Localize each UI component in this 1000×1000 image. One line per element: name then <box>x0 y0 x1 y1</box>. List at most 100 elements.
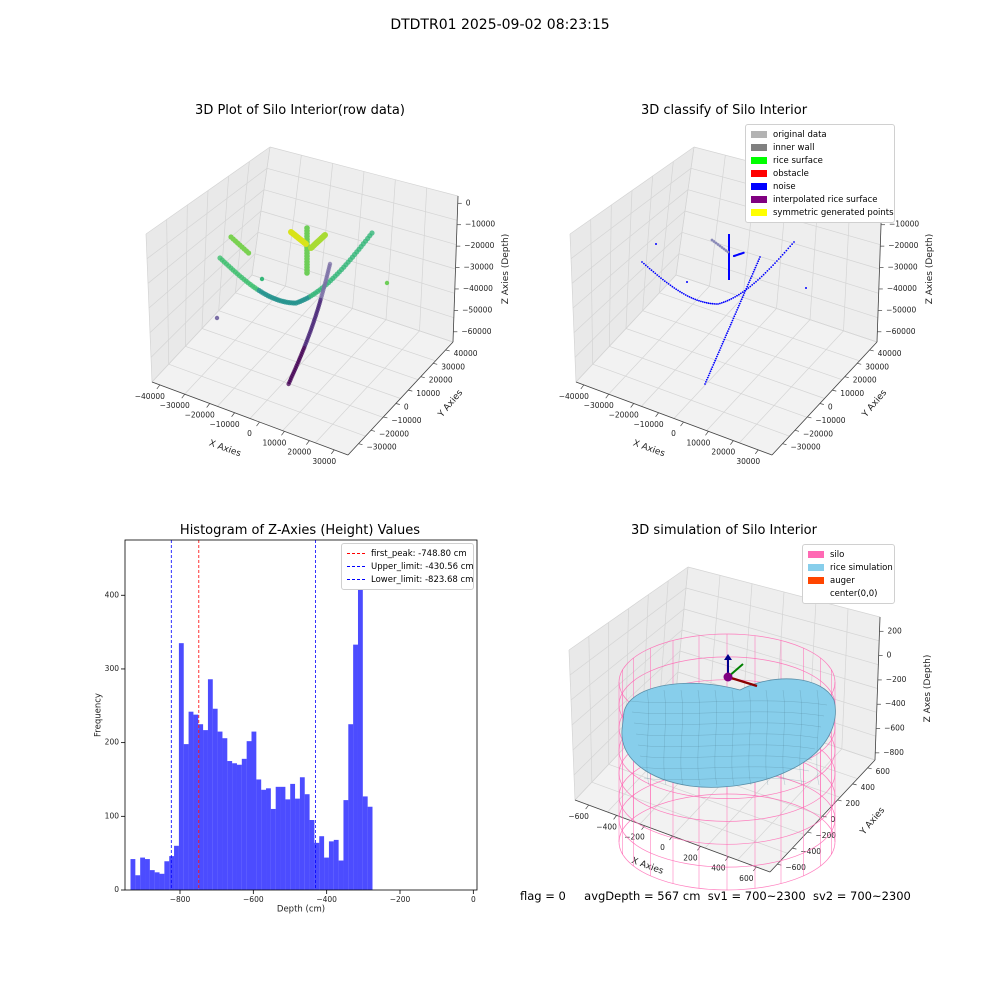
histogram-bar <box>164 861 170 890</box>
noise-point <box>805 287 807 289</box>
x-axis-label: X Axies <box>631 439 666 460</box>
original-point <box>718 244 722 248</box>
grid-line <box>675 274 878 343</box>
z-tick-label: −50000 <box>886 305 916 314</box>
grid-line <box>251 146 271 276</box>
legend-item: interpolated rice surface <box>751 193 889 206</box>
noise-point <box>746 285 749 288</box>
histogram-bar <box>212 708 218 890</box>
noise-point <box>704 383 706 385</box>
x-tick-label: −200 <box>624 833 645 842</box>
noise-point <box>675 288 678 291</box>
legend-swatch <box>751 170 767 177</box>
z-tick-label: −10000 <box>465 220 495 229</box>
rice-mesh-line <box>782 689 786 786</box>
noise-point <box>727 330 729 332</box>
legend-item: rice simulation <box>808 561 893 574</box>
histogram-bar <box>343 800 349 890</box>
y-tick-label: 10000 <box>840 389 864 398</box>
noise-point <box>692 297 695 300</box>
y-tick <box>819 403 824 405</box>
noise-point <box>698 299 700 302</box>
noise-point <box>734 296 736 298</box>
histogram-bar <box>285 799 291 890</box>
noise-point <box>793 241 795 243</box>
noise-point <box>758 277 761 280</box>
noise-point <box>662 278 664 281</box>
histogram-bar <box>333 839 339 890</box>
x-tick-label: −30000 <box>160 401 190 410</box>
noise-point <box>712 364 715 366</box>
noise-point <box>724 336 727 339</box>
grid-line <box>687 566 881 618</box>
histogram-bar <box>159 873 165 890</box>
histogram-bar <box>290 783 296 890</box>
noise-point <box>716 353 719 356</box>
histogram-bar <box>324 857 329 890</box>
x-tick-label: 20000 <box>711 448 735 457</box>
original-point <box>720 246 724 249</box>
noise-point <box>723 338 726 341</box>
rice-mesh-line <box>637 744 816 750</box>
histogram-bar <box>145 859 150 890</box>
histogram-bar <box>328 841 334 890</box>
grid-line <box>675 566 689 694</box>
noise-point <box>650 269 653 272</box>
grid-line <box>146 168 268 259</box>
z-axis-label: Z Axies (Depth) <box>501 234 511 305</box>
legend-item: Upper_limit: -430.56 cm <box>347 560 474 573</box>
legend-swatch <box>808 551 824 558</box>
noise-point <box>738 302 741 305</box>
noise-point <box>750 275 753 277</box>
grid-line <box>269 146 459 197</box>
histogram-bar <box>169 856 175 890</box>
figure-title: DTDTR01 2025-09-02 08:23:15 <box>390 17 610 33</box>
data-point <box>214 315 220 321</box>
data-point <box>369 230 375 236</box>
noise-point <box>646 266 649 268</box>
left-back-pane <box>569 567 688 800</box>
noise-point <box>726 299 729 302</box>
noise-point <box>776 260 778 262</box>
x-tick <box>641 825 645 830</box>
grid-line <box>568 566 689 651</box>
histogram-bar <box>217 731 223 890</box>
y-tick-label: 200 <box>105 738 120 747</box>
y-tick <box>844 376 849 379</box>
noise-point <box>728 326 731 328</box>
legend-swatch <box>751 157 767 164</box>
y-tick-label: 300 <box>105 664 120 673</box>
noise-point <box>705 301 708 304</box>
noise-point <box>779 256 782 258</box>
histogram-bar <box>236 764 242 890</box>
y-tick <box>358 443 363 446</box>
histogram-bar <box>193 714 199 890</box>
y-tick <box>832 389 837 392</box>
y-tick-label: 600 <box>876 767 891 776</box>
noise-point <box>717 351 720 354</box>
y-tick-label: −10000 <box>815 416 845 425</box>
x-tick <box>730 440 734 445</box>
y-tick <box>869 349 874 352</box>
original-point <box>724 249 728 252</box>
legend-item: auger <box>808 574 889 587</box>
noise-point <box>715 303 717 305</box>
x-axis-label: X Axies <box>630 856 665 877</box>
y-tick <box>852 783 857 786</box>
x-tick <box>206 403 210 408</box>
x-tick-label: −800 <box>170 895 191 904</box>
y-tick <box>370 429 376 432</box>
x-tick-label: 0 <box>471 895 476 904</box>
noise-point <box>719 302 721 305</box>
noise-point <box>727 328 730 330</box>
legend-item: first_peak: -748.80 cm <box>347 547 468 560</box>
noise-point <box>684 294 687 296</box>
x-tick-label: 0 <box>247 429 252 438</box>
histogram-bar <box>261 789 267 890</box>
noise-point <box>743 292 746 294</box>
histogram-bar <box>183 744 189 890</box>
data-point <box>304 270 310 276</box>
grid-line <box>235 292 436 362</box>
noise-point <box>749 277 752 280</box>
x-tick <box>306 440 310 445</box>
